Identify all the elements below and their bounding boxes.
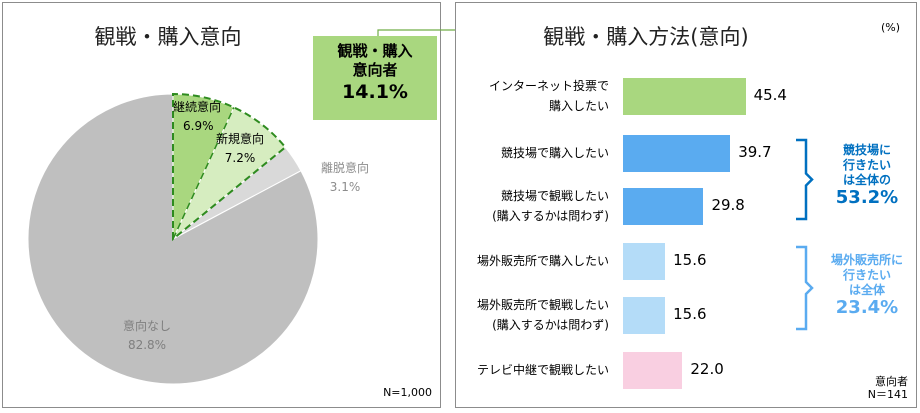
bar-category-2-line-0: 競技場で観戦したい [500,189,609,203]
bar-value-0: 45.4 [753,86,787,104]
bracket-offsite-text: 場外販売所に 行きたい は全体 23.4% [821,253,913,318]
pie-label-new: 新規意向 7.2% [216,130,264,168]
bar-category-2: 競技場で観戦したい (購入するかは問わず) [492,186,609,226]
pie-label-leave-value: 3.1% [329,180,361,194]
intent-callout: 観戦・購入 意向者 14.1% [313,36,437,120]
pie-label-none-value: 82.8% [127,338,167,352]
bar-category-3: 場外販売所で購入したい [477,251,609,271]
pie-label-continue-value: 6.9% [183,119,214,133]
pie-label-continue: 継続意向 6.9% [173,98,221,136]
bar-panel: 観戦・購入方法(意向) (%) インターネット投票で購入したい 45.4 競技場で購… [455,2,917,408]
callout-line1: 観戦・購入 [337,42,413,60]
bar-value-2: 29.8 [711,196,745,214]
pie-title: 観戦・購入意向 [94,25,242,49]
pie-chart [27,92,319,385]
bar-note-line2: N＝141 [867,388,908,401]
bar-category-1-line-0: 競技場で購入したい [500,146,609,160]
bar-value-4: 15.6 [673,305,707,323]
intent-dashed-outline [172,92,287,242]
bracket-offsite [796,245,814,331]
bracket-lines [796,138,814,331]
bar-1 [623,134,731,172]
pie-label-none-name: 意向なし [123,319,172,333]
bracket-stadium [796,138,814,221]
bar-category-1: 競技場で購入したい [501,143,609,163]
pie-label-leave-name: 離脱意向 [321,161,370,175]
bar-2 [623,187,704,225]
bar-5 [623,351,683,389]
bar-category-0: インターネット投票で購入したい [489,76,609,116]
bar-sample-note: 意向者 N＝141 [868,375,908,401]
bar-category-4-line-1: (購入するかは問わず) [492,318,609,332]
bar-category-4-line-0: 場外販売所で観戦したい [476,298,609,312]
bar-value-1: 39.7 [738,143,772,161]
callout-line2: 意向者 [352,61,398,79]
bracket-stadium-line3: は全体の [842,173,891,187]
pie-label-none: 意向なし 82.8% [123,317,171,355]
bar-category-2-line-1: (購入するかは問わず) [492,209,609,223]
bar-category-5-line-0: テレビ中継で観戦したい [476,363,609,377]
bracket-offsite-value: 23.4% [835,297,899,318]
bar-value-3: 15.6 [673,251,707,269]
bar-title: 観戦・購入方法(意向) [543,25,749,49]
bar-4 [623,296,666,334]
callout-value: 14.1% [342,81,408,103]
bracket-stadium-line2: 行きたい [842,158,891,172]
bar-category-4: 場外販売所で観戦したい (購入するかは問わず) [477,295,609,335]
bracket-offsite-line1: 場外販売所に [830,253,903,267]
bar-category-0-line-1: 購入したい [548,99,609,113]
bar-category-3-line-0: 場外販売所で購入したい [476,254,609,268]
bracket-stadium-value: 53.2% [835,187,899,208]
bracket-offsite-line2: 行きたい [842,268,891,282]
pie-label-continue-name: 継続意向 [173,100,222,114]
bar-3 [623,242,666,280]
pie-label-leave: 離脱意向 3.1% [321,159,369,197]
bar-area: インターネット投票で購入したい 45.4 競技場で購入したい 39.7 競技場で観戦した… [456,3,918,409]
pie-label-new-name: 新規意向 [216,132,265,146]
bracket-stadium-line1: 競技場に [842,143,891,157]
bar-unit: (%) [880,21,900,34]
bracket-stadium-text: 競技場に 行きたい は全体の 53.2% [821,143,913,208]
pie-sample-note: N=1,000 [383,386,432,399]
bracket-offsite-line3: は全体 [848,283,885,297]
pie-label-new-value: 7.2% [224,151,256,165]
bar-category-0-line-0: インターネット投票で [488,79,609,93]
bar-note-line1: 意向者 [875,375,908,388]
bar-category-5: テレビ中継で観戦したい [477,360,609,380]
bar-0 [623,77,746,115]
intent-divider-line [172,107,235,240]
bar-value-5: 22.0 [690,360,724,378]
